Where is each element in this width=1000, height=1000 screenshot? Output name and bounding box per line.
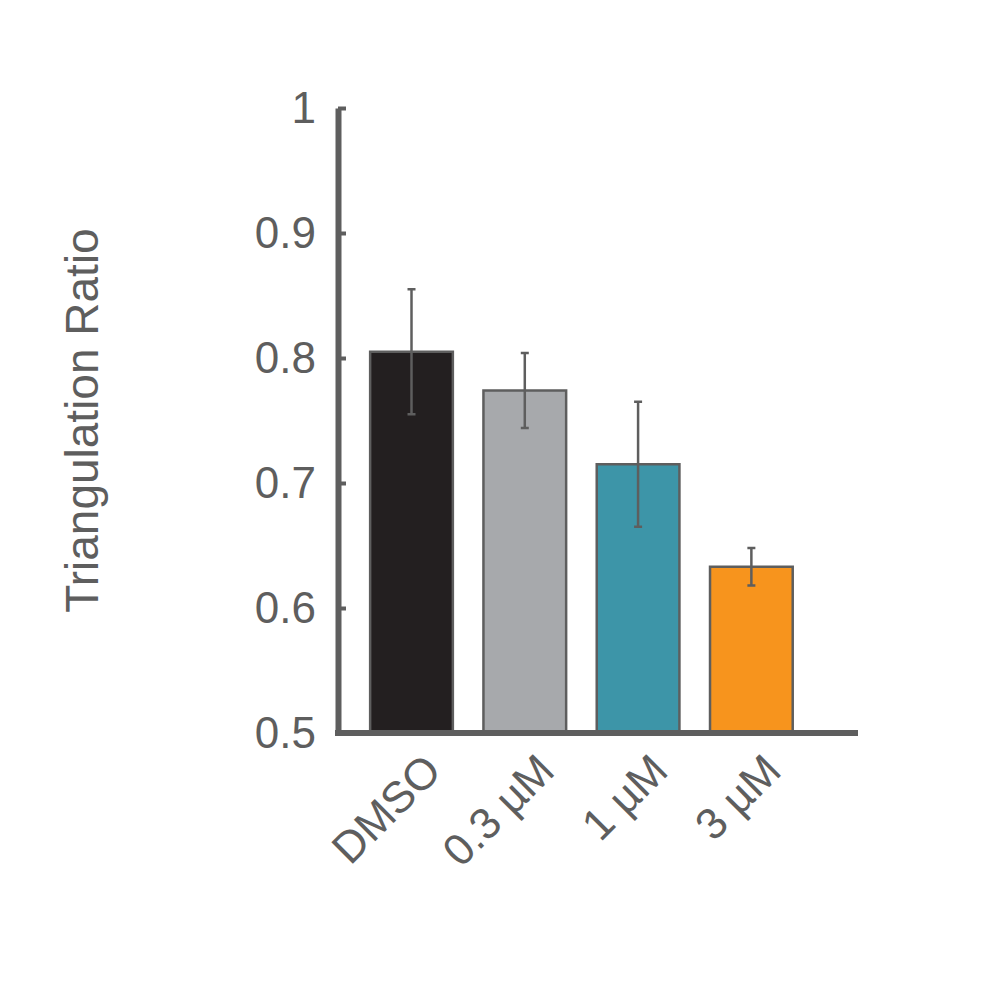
y-tick-label: 0.9: [255, 208, 316, 257]
x-tick-label: 1 µM: [572, 745, 676, 849]
y-axis: 0.5 0.6 0.7 0.8 0.9 1: [255, 83, 346, 757]
y-tick-mark: [338, 607, 346, 611]
error-cap: [747, 547, 755, 550]
error-cap: [521, 427, 529, 430]
y-axis-title: Triangulation Ratio: [56, 228, 108, 612]
error-cap: [408, 413, 416, 416]
error-bar: [747, 548, 755, 586]
y-tick-mark: [338, 232, 346, 236]
error-line: [750, 548, 753, 586]
bar: [483, 391, 566, 734]
x-tick: DMSO: [322, 733, 450, 873]
y-tick-mark: [338, 357, 346, 361]
error-bar: [521, 353, 529, 428]
error-cap: [408, 288, 416, 291]
y-tick-mark: [338, 107, 346, 111]
bar: [710, 567, 793, 733]
y-tick: 1: [292, 83, 346, 132]
error-bar: [634, 402, 642, 527]
x-tick-label: DMSO: [322, 745, 450, 873]
y-tick: 0.5: [255, 708, 346, 757]
error-cap: [634, 526, 642, 529]
x-tick-label: 3 µM: [685, 745, 789, 849]
x-tick: 1 µM: [572, 733, 676, 849]
y-tick-label: 0.5: [255, 708, 316, 757]
error-bar: [408, 289, 416, 414]
error-line: [410, 289, 413, 414]
x-axis-line: [335, 730, 858, 736]
y-tick-label: 0.6: [255, 583, 316, 632]
y-tick-label: 1: [292, 83, 316, 132]
x-axis: DMSO0.3 µM1 µM3 µM: [322, 733, 858, 875]
y-tick-label: 0.7: [255, 458, 316, 507]
y-tick-label: 0.8: [255, 333, 316, 382]
error-cap: [634, 401, 642, 404]
y-tick: 0.6: [255, 583, 346, 632]
plot-area: [370, 289, 793, 733]
error-line: [637, 402, 640, 527]
x-tick: 3 µM: [685, 733, 789, 849]
y-tick: 0.9: [255, 208, 346, 257]
y-tick: 0.7: [255, 458, 346, 507]
error-cap: [747, 584, 755, 587]
y-tick: 0.8: [255, 333, 346, 382]
y-tick-mark: [338, 482, 346, 486]
error-line: [524, 353, 527, 428]
x-tick: 0.3 µM: [433, 733, 563, 875]
chart: 0.5 0.6 0.7 0.8 0.9 1 DMSO0.3 µM1 µM3 µM Triang…: [0, 0, 1000, 1000]
x-tick-label: 0.3 µM: [433, 745, 563, 875]
error-cap: [521, 352, 529, 355]
y-axis-line: [336, 109, 342, 734]
